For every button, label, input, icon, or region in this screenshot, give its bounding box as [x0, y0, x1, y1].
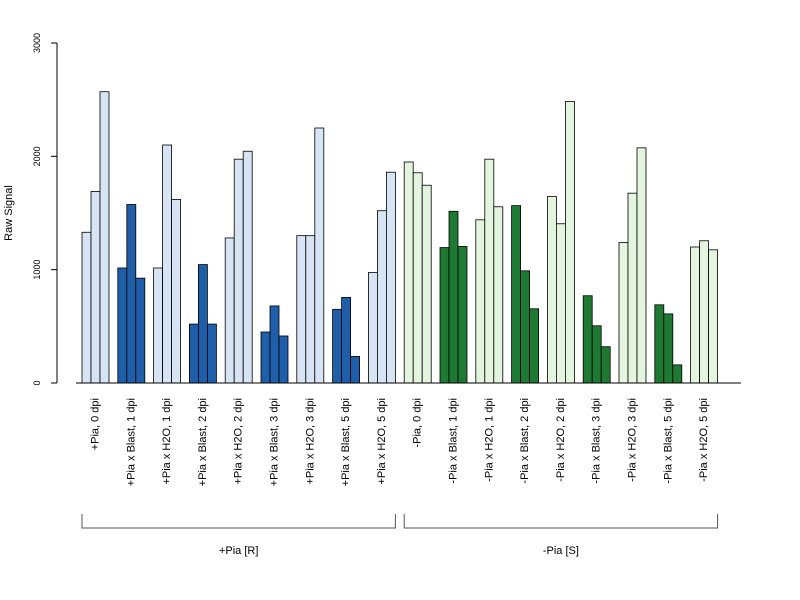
bar	[171, 198, 182, 384]
y-tick-label: 2000	[32, 146, 42, 166]
x-tick-label: +Pia x Blast, 5 dpi	[340, 398, 352, 486]
bar	[332, 308, 343, 384]
bar	[135, 277, 146, 384]
bar	[233, 158, 244, 384]
bar	[547, 196, 557, 384]
bar	[99, 91, 110, 384]
group-bracket	[81, 514, 396, 529]
bar	[376, 210, 387, 384]
group-brackets: +Pia [R] -Pia [S]	[81, 514, 719, 557]
bar	[269, 305, 280, 384]
bar	[305, 235, 316, 384]
x-tick-label: -Pia x H2O, 2 dpi	[555, 398, 567, 482]
bar	[153, 267, 164, 384]
bar	[636, 147, 647, 384]
x-tick-label: +Pia x Blast, 2 dpi	[197, 398, 209, 486]
bar	[90, 191, 101, 384]
bar	[582, 295, 593, 384]
x-tick-label: +Pia x Blast, 3 dpi	[269, 398, 281, 486]
bar	[224, 237, 235, 384]
bar	[439, 247, 450, 384]
x-tick-label: -Pia x Blast, 3 dpi	[591, 398, 603, 484]
bar	[242, 150, 253, 384]
bar	[484, 158, 495, 384]
x-tick-label: -Pia x H2O, 3 dpi	[627, 398, 639, 482]
x-axis: +Pia, 0 dpi +Pia x Blast, 1 dpi +Pia x H2O…	[76, 382, 741, 486]
bar	[511, 205, 522, 384]
bar	[421, 184, 432, 384]
bar	[493, 206, 504, 384]
bar	[690, 246, 700, 384]
bar	[350, 355, 361, 384]
y-tick-label: 0	[32, 380, 42, 385]
bar	[699, 240, 709, 384]
bar	[600, 346, 611, 384]
x-tick-label: -Pia x Blast, 2 dpi	[519, 398, 531, 484]
bar	[627, 192, 638, 384]
y-tick-label: 3000	[32, 33, 42, 53]
bar	[278, 335, 289, 384]
bar	[520, 270, 530, 384]
x-tick-label: -Pia x Blast, 5 dpi	[662, 398, 674, 484]
x-tick-label: -Pia x Blast, 1 dpi	[448, 398, 460, 484]
group-label: +Pia [R]	[219, 545, 258, 557]
bar	[565, 100, 575, 384]
x-tick-label: -Pia, 0 dpi	[412, 398, 424, 448]
x-tick-label: +Pia, 0 dpi	[90, 398, 102, 450]
bar	[663, 313, 674, 384]
bar	[260, 331, 271, 384]
bar	[296, 235, 307, 384]
bar	[708, 249, 718, 384]
bar	[556, 223, 566, 384]
y-tick-label: 1000	[32, 260, 42, 280]
bar	[341, 297, 352, 384]
x-tick-label: -Pia x H2O, 5 dpi	[698, 398, 710, 482]
bar	[385, 171, 396, 384]
bar	[403, 161, 414, 384]
bar	[591, 325, 602, 384]
x-tick-label: +Pia x H2O, 2 dpi	[233, 398, 245, 485]
x-tick-label: +Pia x H2O, 5 dpi	[376, 398, 388, 485]
x-tick-label: +Pia x H2O, 3 dpi	[304, 398, 316, 485]
bar	[618, 242, 629, 384]
group-label: -Pia [S]	[543, 545, 579, 557]
bar	[672, 364, 683, 384]
group-bracket	[403, 514, 719, 529]
bar	[81, 231, 92, 384]
bar	[654, 304, 665, 384]
bar	[126, 204, 137, 384]
x-tick-label: +Pia x H2O, 1 dpi	[161, 398, 173, 485]
bar	[197, 264, 208, 384]
y-axis: 0 1000 2000 3000	[32, 33, 58, 386]
plot-area	[81, 91, 718, 384]
bar	[162, 144, 173, 384]
bar	[188, 323, 199, 384]
y-axis-label: Raw Signal	[3, 185, 15, 241]
bar	[448, 210, 459, 384]
bar	[367, 272, 378, 384]
bar	[529, 308, 539, 384]
bar	[412, 172, 423, 384]
bar	[206, 323, 217, 384]
bar	[314, 127, 325, 384]
bar	[117, 267, 128, 384]
x-tick-label: +Pia x Blast, 1 dpi	[125, 398, 137, 486]
bar	[475, 219, 486, 384]
bar	[457, 246, 468, 384]
x-tick-label: -Pia x H2O, 1 dpi	[483, 398, 495, 482]
